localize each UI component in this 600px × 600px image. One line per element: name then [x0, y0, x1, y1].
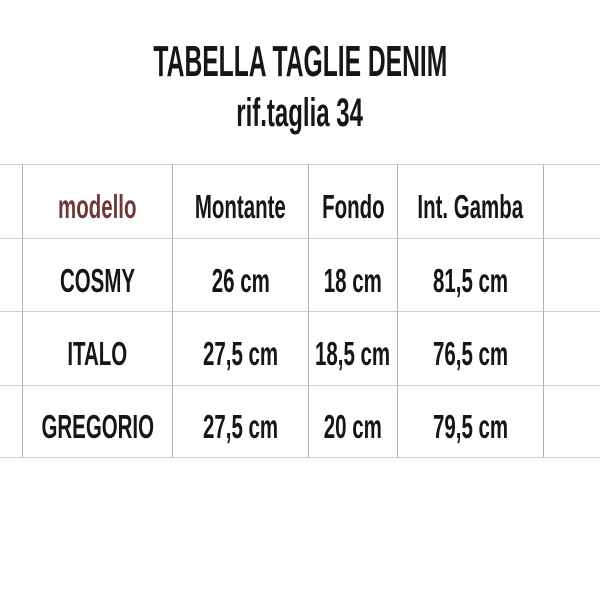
model-name: ITALO [67, 335, 128, 372]
table-header-montante-label: Montante [195, 188, 286, 225]
table-row-italo-model: ITALO [22, 311, 172, 385]
table-row-italo-int-gamba: 76,5 cm [397, 311, 543, 385]
table-row-italo-fondo: 18,5 cm [308, 311, 397, 385]
model-name: GREGORIO [41, 408, 154, 445]
table-left-spacer [0, 311, 22, 385]
table-row-gregorio-model: GREGORIO [22, 385, 172, 458]
table-header-fondo: Fondo [308, 164, 397, 238]
table-right-spacer [543, 238, 600, 311]
measure-value: 27,5 cm [202, 335, 279, 372]
table-row-cosmy-int-gamba: 81,5 cm [397, 238, 543, 311]
measure-value: 18,5 cm [315, 335, 391, 372]
table-row-cosmy-montante: 26 cm [172, 238, 308, 311]
table-right-spacer [543, 385, 600, 458]
table-right-spacer [543, 164, 600, 238]
table-header-int-gamba: Int. Gamba [397, 164, 543, 238]
model-name: COSMY [59, 261, 136, 299]
table-row-cosmy-fondo: 18 cm [308, 238, 397, 311]
table-header-montante: Montante [172, 164, 308, 238]
table-left-spacer [0, 385, 22, 458]
measure-value: 76,5 cm [432, 335, 509, 372]
measure-value: 79,5 cm [432, 408, 509, 445]
page-title-line: TABELLA TAGLIE DENIM [0, 40, 600, 84]
table-header-modello: modello [22, 164, 172, 238]
page-subtitle-line: rif.taglia 34 [0, 93, 600, 133]
table-right-spacer [543, 311, 600, 385]
table-row-gregorio-montante: 27,5 cm [172, 385, 308, 458]
table-row-gregorio-fondo: 20 cm [308, 385, 397, 458]
table-header-int-gamba-label: Int. Gamba [417, 188, 524, 225]
table-row-gregorio-int-gamba: 79,5 cm [397, 385, 543, 458]
page-subtitle: rif.taglia 34 [236, 91, 364, 135]
table-left-spacer [0, 238, 22, 311]
table-row-italo-montante: 27,5 cm [172, 311, 308, 385]
size-table: modello Montante Fondo Int. Gamba COSMY … [0, 164, 600, 458]
page-header: TABELLA TAGLIE DENIM rif.taglia 34 [0, 40, 600, 134]
table-header-fondo-label: Fondo [321, 188, 385, 225]
measure-value: 20 cm [323, 408, 383, 445]
measure-value: 81,5 cm [432, 261, 509, 299]
table-left-spacer [0, 164, 22, 238]
table-row-cosmy-model: COSMY [22, 238, 172, 311]
page-title: TABELLA TAGLIE DENIM [153, 37, 447, 86]
measure-value: 18 cm [323, 261, 383, 299]
measure-value: 27,5 cm [202, 408, 279, 445]
table-header-modello-label: modello [58, 188, 137, 225]
measure-value: 26 cm [211, 261, 270, 299]
